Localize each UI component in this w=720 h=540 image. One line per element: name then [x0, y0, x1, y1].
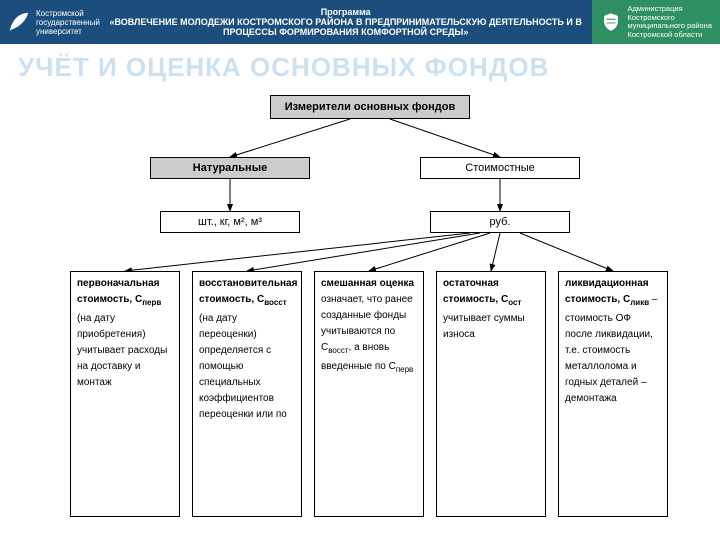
node-units: шт., кг, м², м³	[160, 211, 300, 233]
edge-rub-l2	[247, 233, 480, 271]
page-header: Костромскойгосударственныйуниверситет Пр…	[0, 0, 720, 44]
node-nat: Натуральные	[150, 157, 310, 179]
leaf-l4: остаточная стоимость, Сост учитывает сум…	[436, 271, 546, 517]
university-logo-block: Костромскойгосударственныйуниверситет	[8, 9, 100, 36]
leaf-l3: смешанная оценка означает, что ранее соз…	[314, 271, 424, 517]
programme-block: Программа «ВОВЛЕЧЕНИЕ МОЛОДЕЖИ КОСТРОМСК…	[100, 7, 592, 37]
leaf-l1: первоначальная стоимость, Сперв (на дату…	[70, 271, 180, 517]
edge-rub-l1	[125, 233, 470, 271]
diagram-canvas: Измерители основных фондов Натуральные Сто…	[0, 85, 720, 525]
programme-label: Программа	[106, 7, 586, 17]
page-title: УЧЁТ И ОЦЕНКА ОСНОВНЫХ ФОНДОВ	[0, 44, 720, 85]
node-cost: Стоимостные	[420, 157, 580, 179]
university-name: Костромскойгосударственныйуниверситет	[36, 9, 100, 36]
edge-root-cost	[390, 119, 500, 157]
node-root: Измерители основных фондов	[270, 95, 470, 119]
feather-icon	[8, 11, 30, 33]
administration-block: АдминистрацияКостромскогомуниципального …	[592, 0, 720, 44]
administration-text: АдминистрацияКостромскогомуниципального …	[628, 5, 712, 39]
edge-rub-l4	[491, 233, 500, 271]
shield-icon	[600, 11, 622, 33]
edge-rub-l5	[520, 233, 613, 271]
leaf-l5: ликвидационная стоимость, Сликв – стоимо…	[558, 271, 668, 517]
leaf-l2: восстановительная стоимость, Свосст (на …	[192, 271, 302, 517]
edge-root-nat	[230, 119, 350, 157]
programme-title: «ВОВЛЕЧЕНИЕ МОЛОДЕЖИ КОСТРОМСКОГО РАЙОНА…	[106, 17, 586, 37]
node-rub: руб.	[430, 211, 570, 233]
edge-rub-l3	[369, 233, 490, 271]
